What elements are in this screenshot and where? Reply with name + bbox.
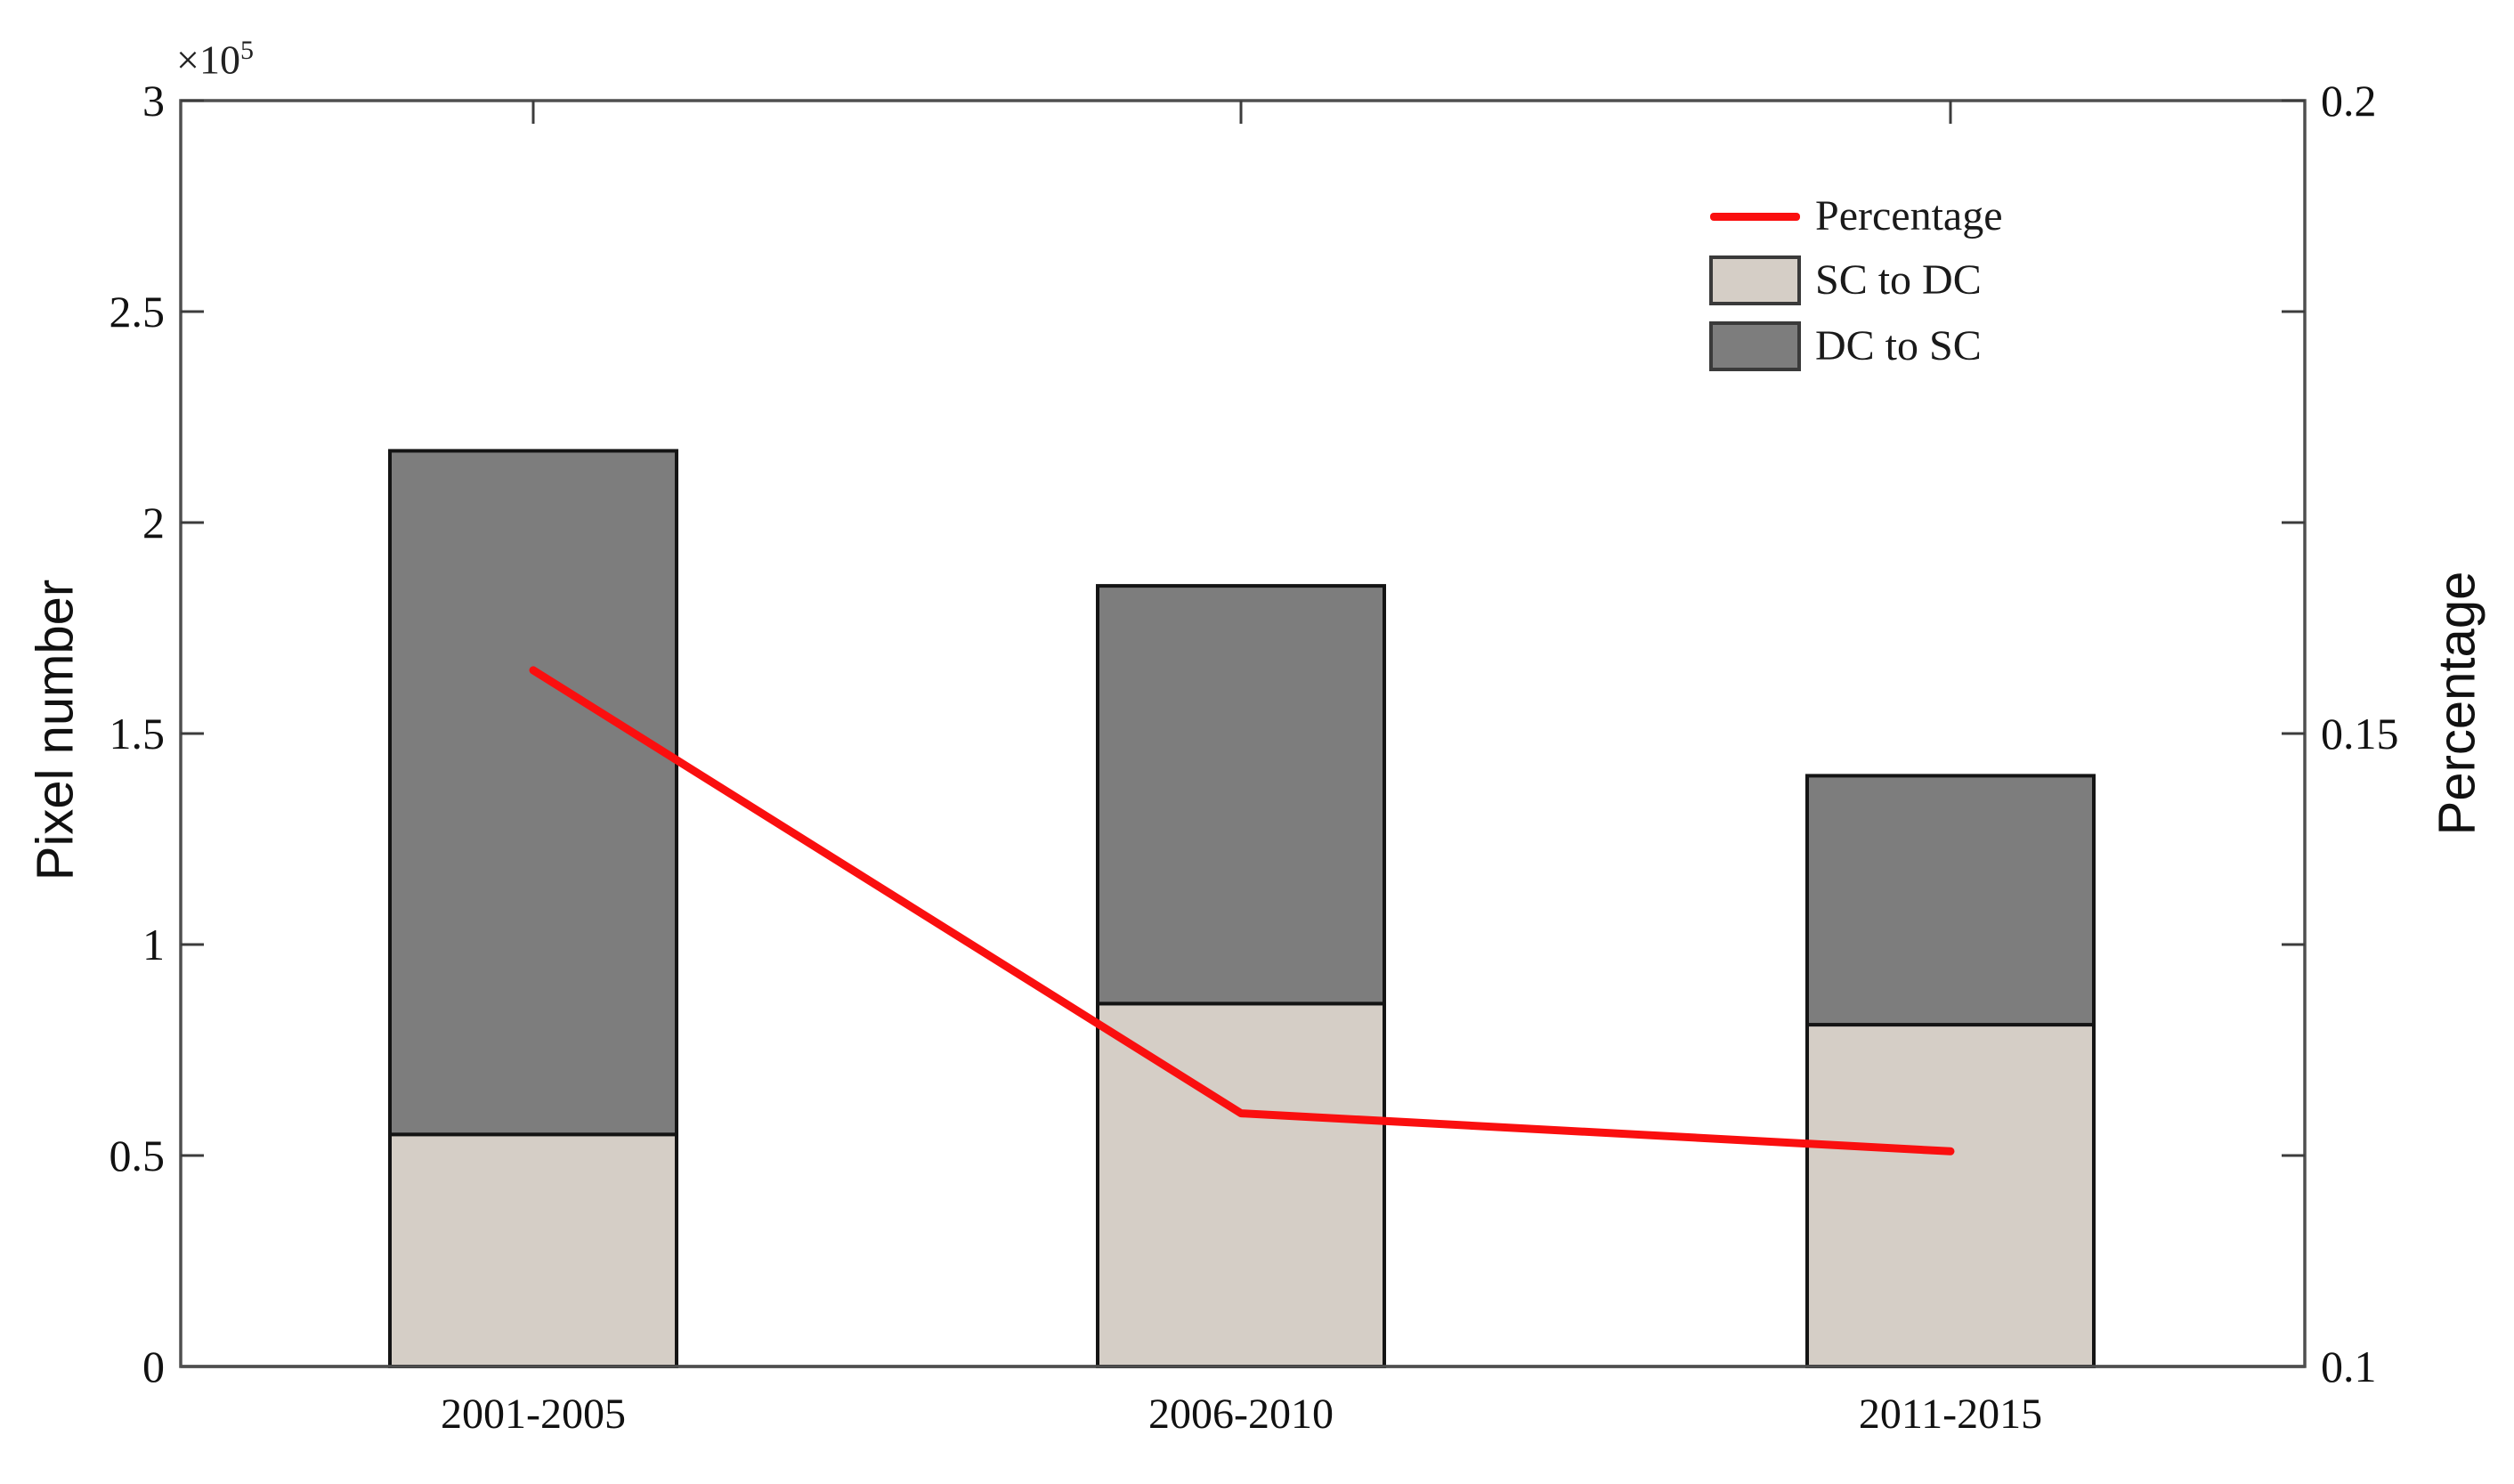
y-tick-label-right-015: 0.15 [2321, 709, 2399, 758]
bar-segment-sc-to-dc [388, 1132, 678, 1369]
legend-item-percentage: Percentage [1709, 190, 2003, 243]
legend-item-dc-to-sc: DC to SC [1709, 320, 2003, 372]
y-tick-label-left-25: 2.5 [109, 287, 166, 337]
legend-rect-swatch-box-2 [1709, 321, 1801, 371]
percentage-line [529, 666, 1955, 1156]
y-tick-label-left-1: 1 [142, 920, 165, 969]
legend-label-percentage: Percentage [1815, 192, 2003, 239]
y-tick-label-left-05: 0.5 [109, 1131, 166, 1180]
x-tick-label-2011-2015: 2011-2015 [1858, 1391, 2043, 1438]
y-tick-label-left-2: 2 [142, 498, 165, 547]
sc-to-dc-swatch-icon [1709, 255, 1801, 305]
y-tick-label-left-0: 0 [142, 1342, 165, 1391]
bar-segment-dc-to-sc [1096, 584, 1386, 1006]
y-tick-label-right-02: 0.2 [2321, 76, 2377, 126]
bar-segment-sc-to-dc [1096, 1001, 1386, 1368]
y-tick-label-left-3: 3 [142, 76, 165, 126]
legend-label-sc-to-dc: SC to DC [1815, 256, 1982, 304]
legend-label-dc-to-sc: DC to SC [1815, 322, 1982, 369]
bar-segment-sc-to-dc [1805, 1023, 2096, 1369]
left-y-axis-title: Pixel number [26, 579, 85, 881]
right-y-axis-title: Percentage [2428, 571, 2486, 836]
x-tick-label-2006-2010: 2006-2010 [1148, 1391, 1334, 1438]
bar-segment-dc-to-sc [388, 449, 678, 1137]
legend-rect-swatch-box-1 [1709, 255, 1801, 305]
percentage-line-swatch-icon [1710, 212, 1800, 221]
bar-segment-dc-to-sc [1805, 774, 2096, 1027]
dc-to-sc-swatch-icon [1709, 321, 1801, 371]
left-axis-multiplier: ×105 [176, 36, 254, 83]
x-tick-label-2001-2005: 2001-2005 [441, 1391, 626, 1438]
legend-line-swatch-box [1709, 212, 1801, 221]
legend-item-sc-to-dc: SC to DC [1709, 255, 2003, 306]
multiplier-exponent: 5 [239, 36, 254, 65]
legend: Percentage SC to DC DC to SC [1709, 190, 2003, 372]
y-tick-label-right-01: 0.1 [2321, 1342, 2377, 1391]
y-tick-label-left-15: 1.5 [109, 709, 166, 758]
